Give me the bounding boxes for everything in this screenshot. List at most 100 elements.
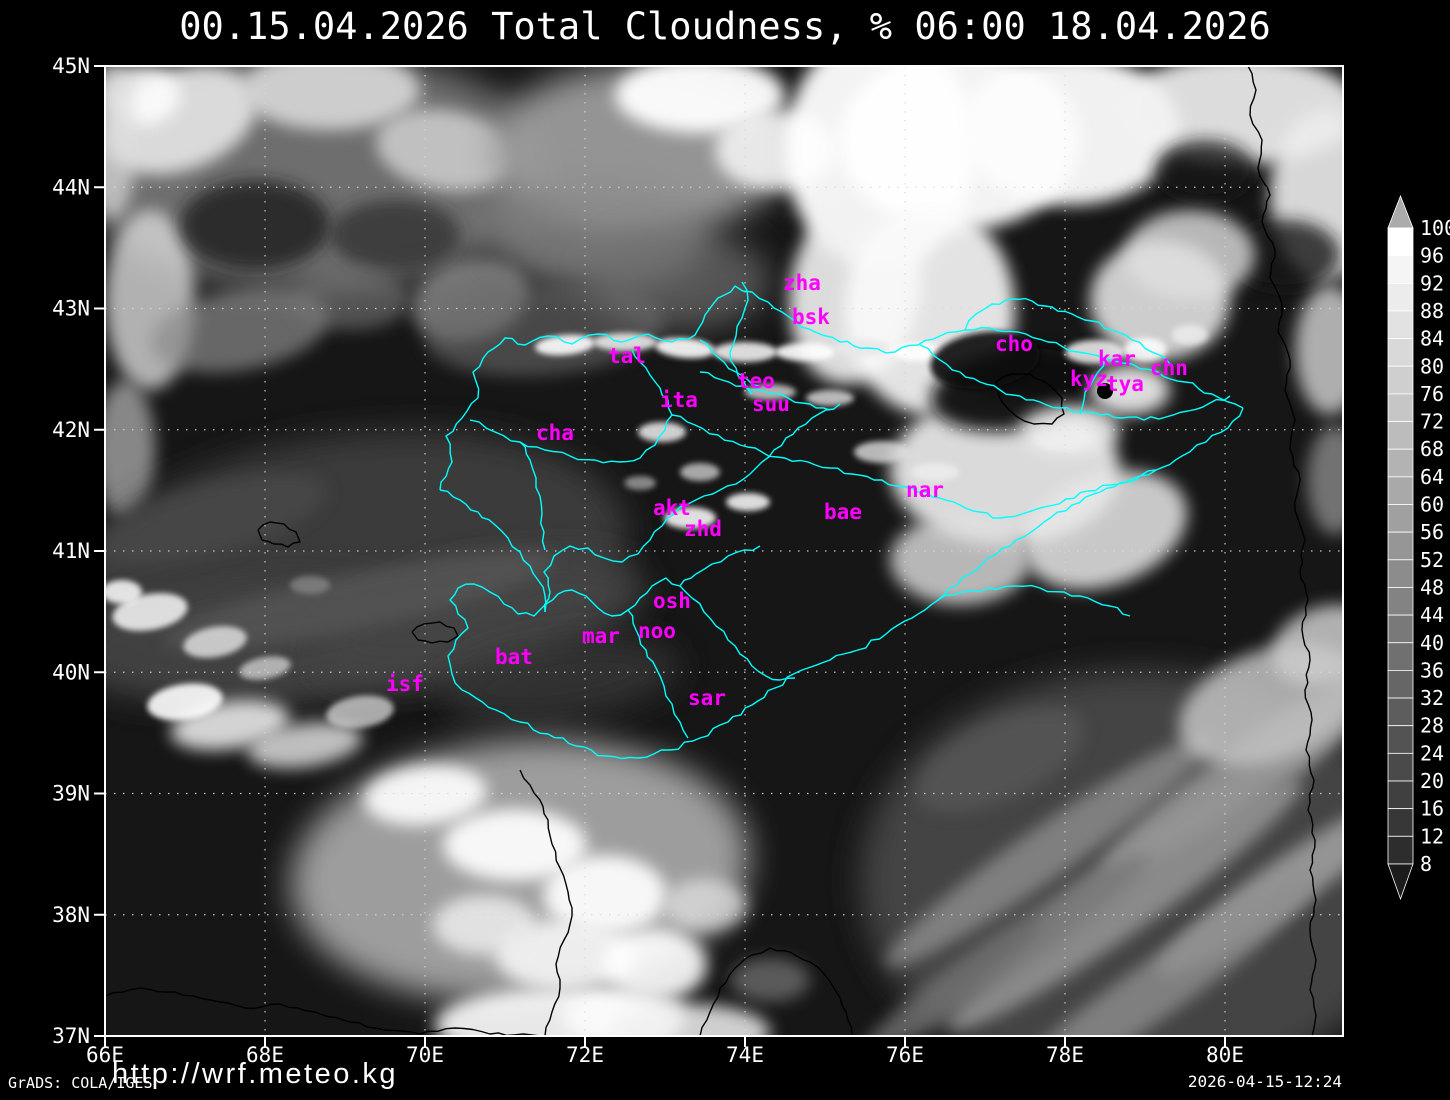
- cloud-blob: [105, 66, 137, 220]
- region-label: nar: [906, 478, 944, 502]
- province-boundary: [937, 584, 1131, 617]
- y-axis-label: 42N: [52, 418, 90, 442]
- province-boundary-layer: [439, 281, 1244, 760]
- colorbar-segment: [1387, 697, 1414, 727]
- region-label: suu: [752, 392, 790, 416]
- colorbar-segment: [1387, 835, 1414, 865]
- colorbar-tick-label: 40: [1420, 631, 1444, 655]
- cloud-blob: [183, 626, 247, 658]
- cloud-blob: [713, 342, 777, 362]
- cloud-blob: [375, 108, 515, 192]
- cloud-blob: [290, 270, 410, 330]
- cloud-blob: [105, 380, 155, 520]
- colorbar-segment: [1387, 338, 1414, 367]
- x-axis-label: 74E: [726, 1043, 764, 1067]
- site-url: http://wrf.meteo.kg: [112, 1058, 399, 1090]
- colorbar-tick-label: 84: [1420, 327, 1444, 351]
- colorbar-tick-label: 64: [1420, 465, 1444, 489]
- y-axis-label: 37N: [52, 1024, 90, 1048]
- cloud-blob: [885, 733, 1215, 967]
- colorbar-segment: [1387, 255, 1414, 284]
- region-label: ita: [660, 388, 698, 412]
- cloud-blob: [1125, 210, 1255, 300]
- cloud-blob: [603, 929, 707, 1001]
- region-label: mar: [582, 624, 620, 648]
- region-label: tal: [608, 344, 646, 368]
- cloud-blob: [655, 337, 715, 359]
- cloud-blob: [680, 463, 720, 481]
- x-axis-label: 72E: [566, 1043, 604, 1067]
- cloud-blob: [1020, 405, 1120, 455]
- cloud-blob: [664, 507, 716, 529]
- cloud-blob: [590, 230, 770, 330]
- y-axis-label: 38N: [52, 903, 90, 927]
- province-boundary: [699, 339, 761, 387]
- colorbar-tick-label: 32: [1420, 686, 1444, 710]
- cloud-imagery-layer: [105, 66, 1343, 1036]
- cloud-blob: [1271, 604, 1343, 686]
- y-axis-label: 43N: [52, 297, 90, 321]
- cloud-blob: [615, 66, 785, 133]
- cloud-blob: [1307, 425, 1343, 535]
- province-boundary: [671, 414, 1157, 519]
- province-boundary: [964, 297, 1171, 365]
- x-axis-label: 78E: [1046, 1043, 1084, 1067]
- colorbar-tick-label: 52: [1420, 548, 1444, 572]
- region-label: akt: [653, 496, 691, 520]
- colorbar-tick-label: 100: [1420, 216, 1450, 240]
- colorbar-segment: [1387, 365, 1414, 395]
- y-axis-label: 44N: [52, 175, 90, 199]
- cloud-blob: [892, 343, 944, 361]
- colorbar-bottom-arrow: [1387, 863, 1414, 901]
- x-axis-label: 66E: [86, 1043, 124, 1067]
- colorbar-tick-label: 44: [1420, 603, 1444, 627]
- province-boundary: [699, 371, 831, 411]
- station-marker: [1097, 383, 1113, 399]
- province-boundary: [679, 545, 761, 587]
- province-boundary: [519, 441, 546, 551]
- geo-border-line: [519, 769, 573, 1036]
- province-boundary: [439, 285, 1244, 491]
- colorbar-tick-label: 60: [1420, 493, 1444, 517]
- region-label: noo: [638, 619, 676, 643]
- cloud-blob: [247, 721, 363, 769]
- colorbar-tick-label: 96: [1420, 244, 1444, 268]
- region-label: sar: [688, 686, 726, 710]
- geo-border-line: [995, 373, 1065, 425]
- province-boundary: [461, 407, 1244, 760]
- cloud-blob: [730, 958, 810, 1002]
- colorbar-tick-label: 28: [1420, 714, 1444, 738]
- colorbar-segment: [1387, 531, 1414, 561]
- region-label: bat: [495, 645, 533, 669]
- colorbar: 100 96 92 88 84 80 76 72 68 64 60 56 52 48 44 40 36 32 28 2…: [1387, 194, 1450, 901]
- geo-border-line: [1247, 66, 1317, 1036]
- x-axis-label: 68E: [246, 1043, 284, 1067]
- province-boundary: [439, 489, 547, 613]
- cloud-blob: [433, 895, 537, 955]
- y-axis-label: 39N: [52, 782, 90, 806]
- colorbar-segment: [1387, 587, 1414, 616]
- province-boundary: [543, 403, 841, 613]
- colorbar-segment: [1387, 559, 1414, 588]
- cloud-blob: [443, 809, 587, 881]
- cloud-blob: [593, 333, 657, 351]
- cloud-blob: [638, 422, 686, 442]
- country-border-layer: [105, 66, 1317, 1036]
- colorbar-tick-label: 76: [1420, 382, 1444, 406]
- region-label: zha: [783, 271, 821, 295]
- colorbar-segment: [1387, 393, 1414, 422]
- colorbar-segment: [1387, 725, 1414, 754]
- cloud-blob: [105, 580, 142, 604]
- province-boundary: [627, 609, 689, 739]
- colorbar-tick-label: 92: [1420, 271, 1444, 295]
- cloud-blob: [1295, 285, 1343, 415]
- region-label: cho: [995, 332, 1033, 356]
- y-axis-label: 41N: [52, 539, 90, 563]
- colorbar-segment: [1387, 282, 1414, 312]
- colorbar-tick-label: 48: [1420, 575, 1444, 599]
- cloud-blob: [1155, 140, 1255, 200]
- cloud-blob: [916, 707, 1084, 813]
